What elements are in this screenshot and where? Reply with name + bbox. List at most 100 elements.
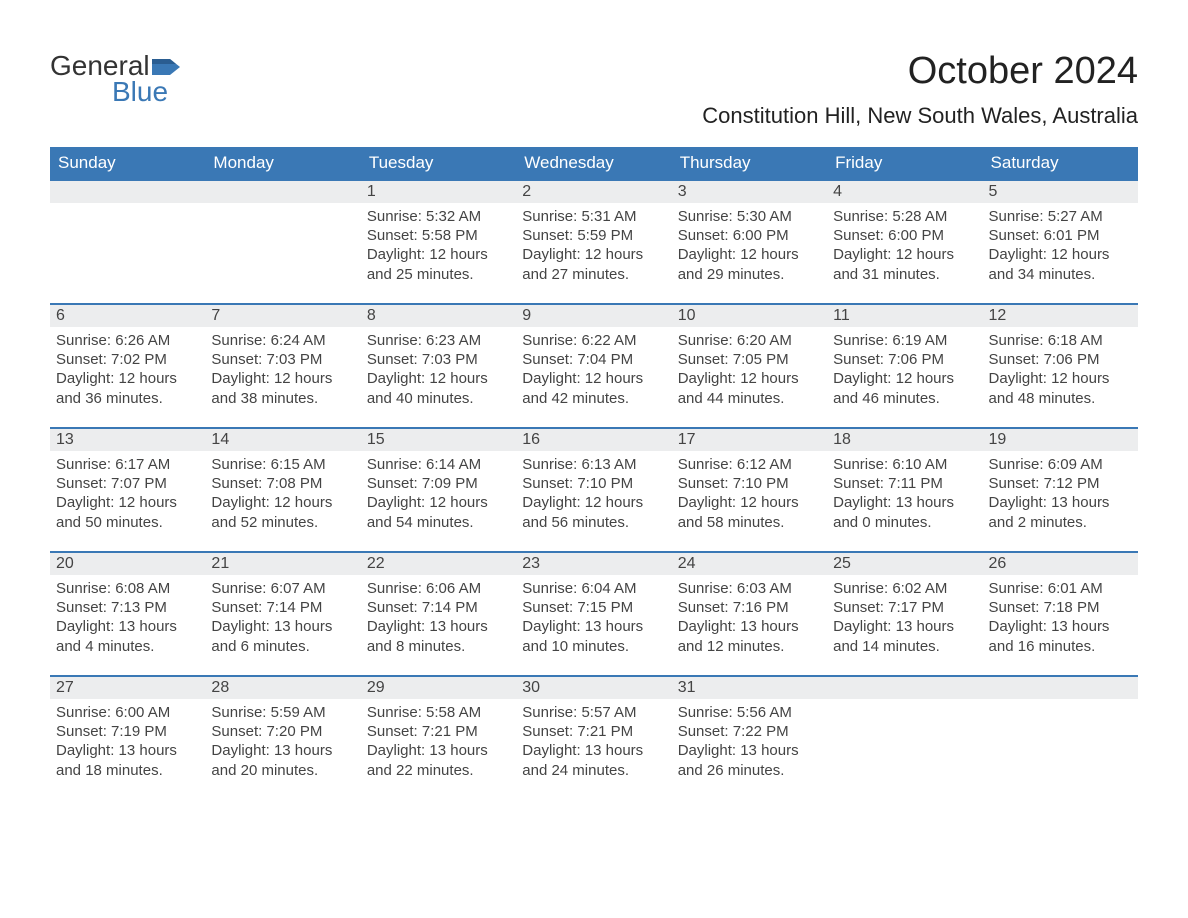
page-header: General Blue October 2024 Constitution H…: [50, 50, 1138, 129]
day-number: 14: [205, 427, 360, 451]
sunset-label: Sunset:: [522, 351, 573, 368]
daylight-line: Daylight: 12 hours and 48 minutes.: [989, 369, 1132, 407]
sunrise-line: Sunrise: 5:31 AM: [522, 207, 665, 226]
sunset-line: Sunset: 7:07 PM: [56, 474, 199, 493]
sunrise-label: Sunrise:: [211, 580, 266, 597]
calendar-week-row: 1Sunrise: 5:32 AMSunset: 5:58 PMDaylight…: [50, 179, 1138, 303]
sunrise-label: Sunrise:: [678, 704, 733, 721]
sunset-value: 7:22 PM: [733, 723, 789, 740]
sunrise-label: Sunrise:: [211, 456, 266, 473]
calendar-day-cell: 16Sunrise: 6:13 AMSunset: 7:10 PMDayligh…: [516, 427, 671, 551]
day-details: Sunrise: 6:00 AMSunset: 7:19 PMDaylight:…: [50, 699, 205, 786]
sunrise-value: 5:28 AM: [892, 208, 947, 225]
day-details: Sunrise: 6:04 AMSunset: 7:15 PMDaylight:…: [516, 575, 671, 662]
sunrise-line: Sunrise: 6:18 AM: [989, 331, 1132, 350]
sunrise-line: Sunrise: 6:14 AM: [367, 455, 510, 474]
day-number: 24: [672, 551, 827, 575]
daylight-line: Daylight: 13 hours and 20 minutes.: [211, 741, 354, 779]
sunset-value: 7:10 PM: [577, 475, 633, 492]
calendar-day-cell: 10Sunrise: 6:20 AMSunset: 7:05 PMDayligh…: [672, 303, 827, 427]
sunrise-value: 5:27 AM: [1048, 208, 1103, 225]
calendar-day-cell: 15Sunrise: 6:14 AMSunset: 7:09 PMDayligh…: [361, 427, 516, 551]
daylight-label: Daylight:: [522, 618, 580, 635]
day-number: 15: [361, 427, 516, 451]
sunrise-line: Sunrise: 6:03 AM: [678, 579, 821, 598]
calendar-day-cell: 25Sunrise: 6:02 AMSunset: 7:17 PMDayligh…: [827, 551, 982, 675]
sunrise-label: Sunrise:: [367, 456, 422, 473]
sunrise-value: 6:03 AM: [737, 580, 792, 597]
sunset-line: Sunset: 7:20 PM: [211, 722, 354, 741]
sunrise-value: 6:04 AM: [581, 580, 636, 597]
day-details: Sunrise: 5:59 AMSunset: 7:20 PMDaylight:…: [205, 699, 360, 786]
calendar-day-cell: 28Sunrise: 5:59 AMSunset: 7:20 PMDayligh…: [205, 675, 360, 799]
sunset-line: Sunset: 5:58 PM: [367, 226, 510, 245]
day-number: 9: [516, 303, 671, 327]
sunrise-line: Sunrise: 6:09 AM: [989, 455, 1132, 474]
sunset-line: Sunset: 7:08 PM: [211, 474, 354, 493]
sunrise-label: Sunrise:: [678, 456, 733, 473]
sunset-value: 7:14 PM: [422, 599, 478, 616]
sunrise-label: Sunrise:: [367, 332, 422, 349]
daylight-line: Daylight: 12 hours and 29 minutes.: [678, 245, 821, 283]
day-details: Sunrise: 6:01 AMSunset: 7:18 PMDaylight:…: [983, 575, 1138, 662]
sunset-value: 7:15 PM: [577, 599, 633, 616]
calendar-day-cell: 9Sunrise: 6:22 AMSunset: 7:04 PMDaylight…: [516, 303, 671, 427]
day-details: Sunrise: 6:24 AMSunset: 7:03 PMDaylight:…: [205, 327, 360, 414]
sunset-value: 7:09 PM: [422, 475, 478, 492]
day-number: 28: [205, 675, 360, 699]
sunrise-value: 6:20 AM: [737, 332, 792, 349]
sunset-label: Sunset:: [56, 723, 107, 740]
calendar-day-cell: 17Sunrise: 6:12 AMSunset: 7:10 PMDayligh…: [672, 427, 827, 551]
sunrise-label: Sunrise:: [522, 580, 577, 597]
sunrise-label: Sunrise:: [678, 332, 733, 349]
daylight-line: Daylight: 13 hours and 16 minutes.: [989, 617, 1132, 655]
sunset-label: Sunset:: [522, 475, 573, 492]
daylight-label: Daylight:: [211, 370, 269, 387]
sunrise-value: 6:22 AM: [581, 332, 636, 349]
sunset-value: 7:05 PM: [733, 351, 789, 368]
day-details: Sunrise: 6:03 AMSunset: 7:16 PMDaylight:…: [672, 575, 827, 662]
day-number: 5: [983, 179, 1138, 203]
sunset-line: Sunset: 7:21 PM: [367, 722, 510, 741]
calendar-week-row: 13Sunrise: 6:17 AMSunset: 7:07 PMDayligh…: [50, 427, 1138, 551]
sunset-label: Sunset:: [367, 599, 418, 616]
sunset-label: Sunset:: [367, 723, 418, 740]
sunset-line: Sunset: 7:22 PM: [678, 722, 821, 741]
day-details: Sunrise: 5:28 AMSunset: 6:00 PMDaylight:…: [827, 203, 982, 290]
sunset-label: Sunset:: [833, 351, 884, 368]
daylight-label: Daylight:: [678, 246, 736, 263]
daylight-line: Daylight: 12 hours and 44 minutes.: [678, 369, 821, 407]
sunrise-line: Sunrise: 5:30 AM: [678, 207, 821, 226]
sunset-label: Sunset:: [678, 599, 729, 616]
calendar-day-cell: 21Sunrise: 6:07 AMSunset: 7:14 PMDayligh…: [205, 551, 360, 675]
day-number: 29: [361, 675, 516, 699]
sunset-line: Sunset: 7:06 PM: [989, 350, 1132, 369]
daylight-line: Daylight: 13 hours and 6 minutes.: [211, 617, 354, 655]
sunset-line: Sunset: 5:59 PM: [522, 226, 665, 245]
sunset-line: Sunset: 7:16 PM: [678, 598, 821, 617]
calendar-week-row: 6Sunrise: 6:26 AMSunset: 7:02 PMDaylight…: [50, 303, 1138, 427]
sunset-line: Sunset: 7:14 PM: [367, 598, 510, 617]
sunrise-line: Sunrise: 5:27 AM: [989, 207, 1132, 226]
sunset-label: Sunset:: [522, 723, 573, 740]
day-number: [983, 675, 1138, 699]
weekday-header: Sunday: [50, 147, 205, 179]
calendar-day-cell: 18Sunrise: 6:10 AMSunset: 7:11 PMDayligh…: [827, 427, 982, 551]
sunrise-line: Sunrise: 6:22 AM: [522, 331, 665, 350]
daylight-line: Daylight: 13 hours and 14 minutes.: [833, 617, 976, 655]
sunrise-line: Sunrise: 6:13 AM: [522, 455, 665, 474]
sunrise-line: Sunrise: 6:06 AM: [367, 579, 510, 598]
day-number: 26: [983, 551, 1138, 575]
calendar-day-cell: 6Sunrise: 6:26 AMSunset: 7:02 PMDaylight…: [50, 303, 205, 427]
calendar-day-cell: 1Sunrise: 5:32 AMSunset: 5:58 PMDaylight…: [361, 179, 516, 303]
sunset-line: Sunset: 7:18 PM: [989, 598, 1132, 617]
sunset-value: 6:00 PM: [733, 227, 789, 244]
day-number: 8: [361, 303, 516, 327]
daylight-label: Daylight:: [522, 742, 580, 759]
sunset-line: Sunset: 7:06 PM: [833, 350, 976, 369]
daylight-line: Daylight: 13 hours and 4 minutes.: [56, 617, 199, 655]
sunset-label: Sunset:: [367, 227, 418, 244]
sunset-value: 7:02 PM: [111, 351, 167, 368]
calendar-day-cell: 5Sunrise: 5:27 AMSunset: 6:01 PMDaylight…: [983, 179, 1138, 303]
sunset-label: Sunset:: [678, 227, 729, 244]
